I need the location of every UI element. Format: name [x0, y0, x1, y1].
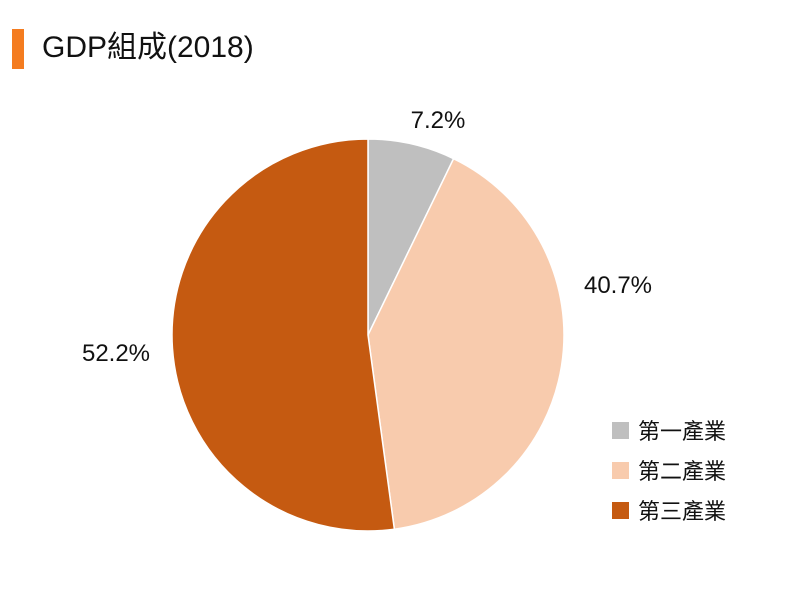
legend-label: 第一產業 — [638, 419, 727, 444]
legend-swatch — [612, 461, 629, 479]
legend-swatch — [612, 421, 629, 439]
legend-item-2: 第二產業 — [612, 450, 726, 490]
legend-item-1: 第一產業 — [612, 410, 726, 450]
legend-label: 第三產業 — [638, 499, 727, 524]
legend-swatch — [612, 501, 629, 519]
chart-title: GDP組成(2018) — [42, 31, 254, 64]
pie-slice-3 — [171, 138, 396, 532]
slice-label-2: 40.7% — [584, 272, 652, 299]
pie-slice-2 — [367, 157, 565, 531]
slice-label-1: 7.2% — [411, 107, 466, 134]
slice-label-3: 52.2% — [82, 340, 150, 367]
pie-slices — [171, 138, 565, 532]
legend-label: 第二產業 — [638, 459, 727, 484]
chart-legend: 第一產業第二產業第三產業 — [612, 410, 726, 530]
title-accent-bar — [12, 29, 24, 69]
pie-slice-labels: 7.2% 40.7% 52.2% — [82, 107, 652, 367]
legend-item-3: 第三產業 — [612, 490, 726, 530]
